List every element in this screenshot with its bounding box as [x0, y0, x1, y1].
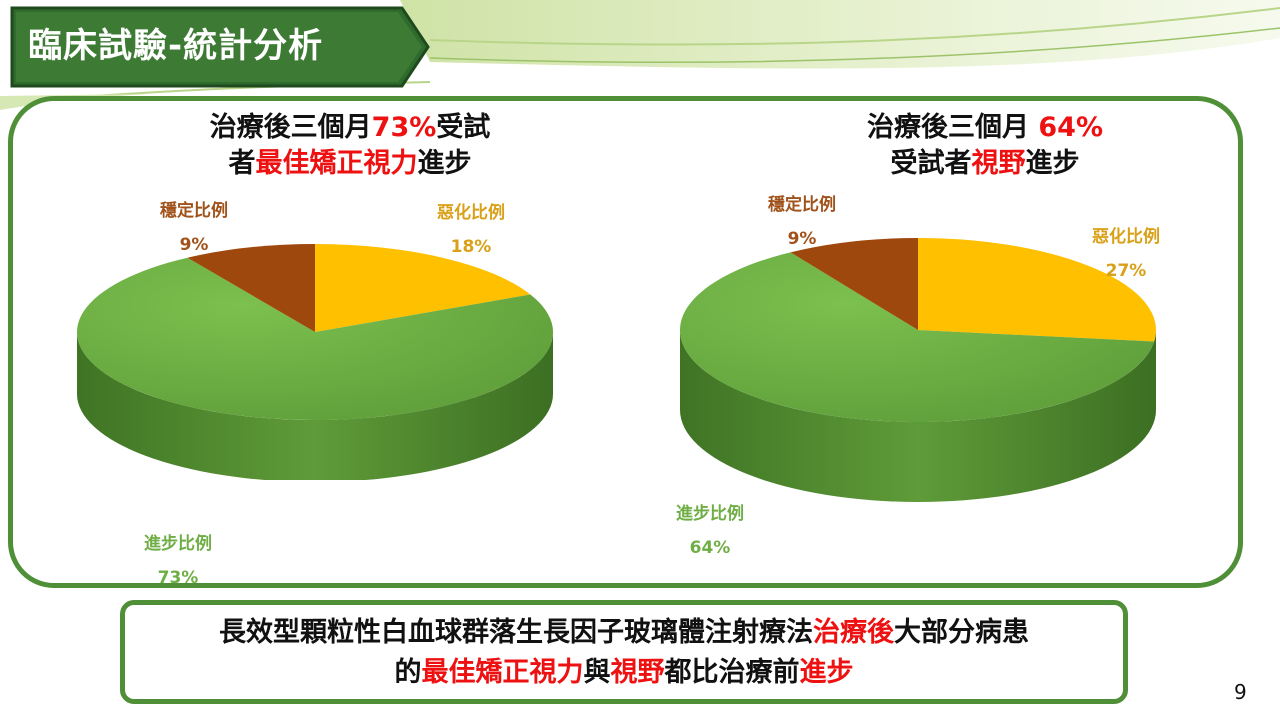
left-label-better: 進步比例 73%: [144, 534, 212, 588]
pie-slice-stable: [790, 238, 918, 330]
pie-chart-visual-acuity: [77, 244, 554, 480]
page-number: 9: [1234, 680, 1247, 704]
title-banner: [10, 6, 430, 88]
right-label-stable: 穩定比例 9%: [768, 195, 836, 249]
pie-side-wall: [680, 330, 1156, 502]
pie-slice-worsened: [918, 238, 1156, 342]
pie-chart-visual-field: [680, 238, 1156, 502]
right-label-better: 進步比例 64%: [676, 504, 744, 558]
pie-slice-worsened: [315, 244, 531, 332]
left-label-worse: 惡化比例 18%: [437, 203, 505, 257]
summary-line-1: 長效型顆粒性白血球群落生長因子玻璃體注射療法治療後大部分病患: [219, 617, 1029, 648]
pie-slice-stable: [187, 244, 315, 332]
right-chart-heading: 治療後三個月 64% 受試者視野進步: [866, 112, 1104, 179]
pie-side-wall: [77, 332, 553, 480]
pie-slice-improved: [77, 257, 554, 420]
left-chart-heading: 治療後三個月73%受試 者最佳矯正視力進步: [209, 112, 491, 179]
summary-box: 長效型顆粒性白血球群落生長因子玻璃體注射療法治療後大部分病患 的最佳矯正視力與視…: [120, 600, 1128, 704]
left-label-stable: 穩定比例 9%: [160, 201, 228, 255]
summary-line-2: 的最佳矯正視力與視野都比治療前進步: [394, 657, 854, 688]
slide-title: 臨床試驗-統計分析: [28, 26, 324, 66]
pie-slice-improved: [680, 252, 1155, 422]
right-label-worse: 惡化比例 27%: [1092, 227, 1160, 281]
